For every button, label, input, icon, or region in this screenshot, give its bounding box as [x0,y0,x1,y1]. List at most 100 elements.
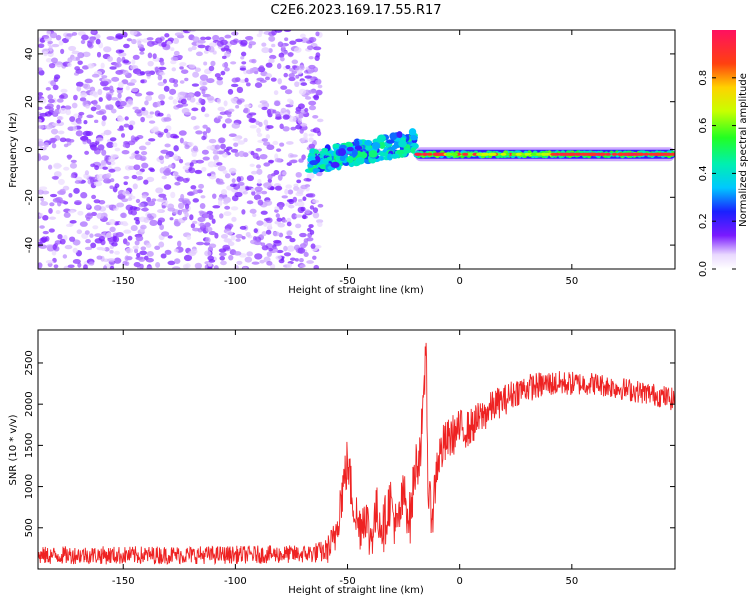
spectrogram-cell [134,154,143,161]
spectrogram-cell [179,62,187,67]
spectrogram-cell [177,202,185,210]
spectrogram-cell [199,74,209,81]
spectrogram-cell [38,67,43,72]
spectrogram-cell [206,145,215,150]
spectrogram-cell [358,151,368,159]
spectrogram-cell [192,220,198,225]
spectrogram-cell [76,120,82,125]
spectrogram-cell [282,171,287,176]
spectrogram-cell [39,98,47,104]
spectrogram-cell [124,116,129,121]
spectrogram-cell [100,62,105,69]
snr-y-ticks: 500 1000 1500 2000 2500 [24,350,675,537]
spectrogram-cell [66,33,74,37]
spectrogram-cell [217,115,223,120]
spectrogram-cell [244,256,253,263]
spectrogram-cell [101,80,109,86]
spectrogram-cell [68,210,76,214]
spectrogram-cell [170,59,177,65]
spectrogram-cell [109,85,114,91]
spectrogram-cell [198,210,205,214]
spectrogram-cell [267,173,273,180]
spectrogram-cell [154,245,161,250]
spectrogram-cell [288,204,295,209]
spectrogram-cell [55,34,62,41]
spectrogram-cell [231,77,239,83]
spectrogram-cell [41,155,50,161]
spectrogram-cell [135,171,143,176]
spectrogram-cell [222,244,231,251]
spectrogram-cell [103,46,112,53]
spectrogram-cell [194,91,201,97]
spectrogram-cell [224,205,231,210]
spectrogram-cell [242,266,248,269]
spectrogram-cell [194,262,203,269]
spectrogram-cell [172,153,179,160]
spectrogram-cell [197,44,206,49]
spectrogram-cell [167,235,173,239]
spectrogram-cell [116,56,122,64]
spectrogram-cell [236,260,243,265]
spectrogram-cell [74,180,82,184]
spectrogram-cell [256,127,261,134]
spectrogram-cell [240,39,248,46]
spectrogram-cell [169,217,174,221]
spectrogram-cell [146,176,155,183]
spectrogram-cell [298,88,307,95]
spectrogram-cell [179,80,185,84]
spectrogram-cell [282,126,290,132]
spectrogram-cell [272,140,279,146]
spectrogram-cell [178,130,187,136]
y-tick-label: 1000 [24,474,35,499]
spectrogram-cell [146,266,153,269]
spectrogram-cell [192,71,200,78]
spectrogram-cell [269,263,276,269]
spectrogram-cell [295,110,301,114]
spectrogram-cell [210,60,216,67]
spectrogram-cell [268,247,273,252]
spectrogram-cell [46,30,51,36]
spectrogram-cell [390,153,400,159]
spectrogram-cell [256,220,264,226]
spectrogram-cell [79,221,88,227]
spectrogram-cell [51,175,59,180]
spectrogram-cell [288,116,297,123]
spectrogram-cell [237,140,245,145]
spectrogram-cell [249,208,257,214]
spectrogram-cell [308,224,314,229]
spectrogram-cell [303,251,309,258]
spectrogram-cell [84,230,90,235]
spectrogram-cell [204,250,212,257]
spectrogram-cell [302,214,307,220]
spectrogram-cell [157,217,166,223]
spectrogram-cell [187,47,193,52]
spectrogram-cell [123,43,130,49]
spectrogram-cell [74,199,82,206]
spectrogram-cell [346,155,354,164]
spectrogram-cell [92,99,98,106]
spectrogram-cell [123,181,128,186]
spectrogram-cell [129,206,138,211]
spectrogram-cell [90,106,97,112]
spectrogram-cell [227,241,235,247]
spectrogram-cell [220,143,226,150]
spectrogram-cell [300,206,306,212]
spectrogram-cell [141,194,148,199]
spectrogram-cell [101,247,106,251]
spectrogram-cell [117,127,125,132]
spectrogram-cell [93,181,103,187]
spectrogram-cell [218,137,226,144]
spectrogram-cell [298,64,305,71]
spectrogram-cell [227,108,235,113]
spectrogram-cell [119,100,127,107]
spectrogram-cell [242,191,248,195]
spectrogram-cell [140,246,147,251]
spectrogram-cell [240,56,245,60]
spectrogram-cell [69,236,76,242]
spectrogram-cell [317,84,323,89]
spectrogram-cell [97,88,103,96]
spectrogram-cell [184,203,190,210]
spectrogram-cell [191,45,197,51]
spectrogram-cell [63,143,69,148]
spectrogram-cell [290,126,297,131]
